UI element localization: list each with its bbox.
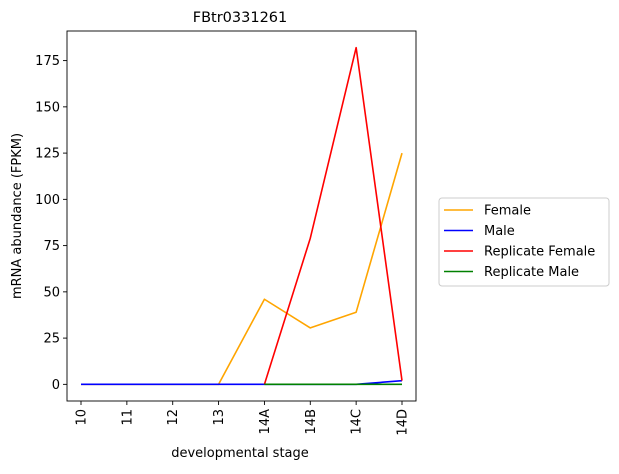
x-tick-label-1: 11 <box>120 409 135 426</box>
y-tick-label-2: 50 <box>43 285 60 300</box>
y-tick-label-5: 125 <box>35 147 60 162</box>
x-tick-label-4: 14A <box>258 409 273 435</box>
chart-title: FBtr0331261 <box>193 10 288 26</box>
axes-frame <box>66 30 417 402</box>
x-axis-title: developmental stage <box>171 446 309 461</box>
legend: Female Male Replicate Female Replicate Male <box>438 197 610 287</box>
legend-frame <box>438 197 610 287</box>
x-tick-label-0: 10 <box>75 409 90 426</box>
y-axis-title: mRNA abundance (FPKM) <box>10 133 25 299</box>
x-tick-label-3: 13 <box>212 409 227 426</box>
legend-label-2: Replicate Female <box>484 245 595 260</box>
plot-area: 0 25 50 75 100 125 150 175 10 11 12 13 14A 14B 14C 14D <box>35 30 417 436</box>
legend-label-0: Female <box>484 204 531 219</box>
series-line-0 <box>81 152 403 386</box>
y-tick-label-1: 25 <box>43 332 60 347</box>
x-tick-label-5: 14B <box>304 409 319 434</box>
y-tick-label-4: 100 <box>35 193 60 208</box>
x-tick-label-6: 14C <box>350 409 365 435</box>
x-tick-label-2: 12 <box>166 409 181 426</box>
legend-label-3: Replicate Male <box>484 265 579 280</box>
y-tick-label-6: 150 <box>35 100 60 115</box>
legend-label-1: Male <box>484 224 515 239</box>
y-tick-label-3: 75 <box>43 239 60 254</box>
y-tick-label-7: 175 <box>35 54 60 69</box>
y-tick-label-0: 0 <box>52 378 60 393</box>
x-tick-label-7: 14D <box>396 409 411 436</box>
series-line-2 <box>263 46 403 385</box>
